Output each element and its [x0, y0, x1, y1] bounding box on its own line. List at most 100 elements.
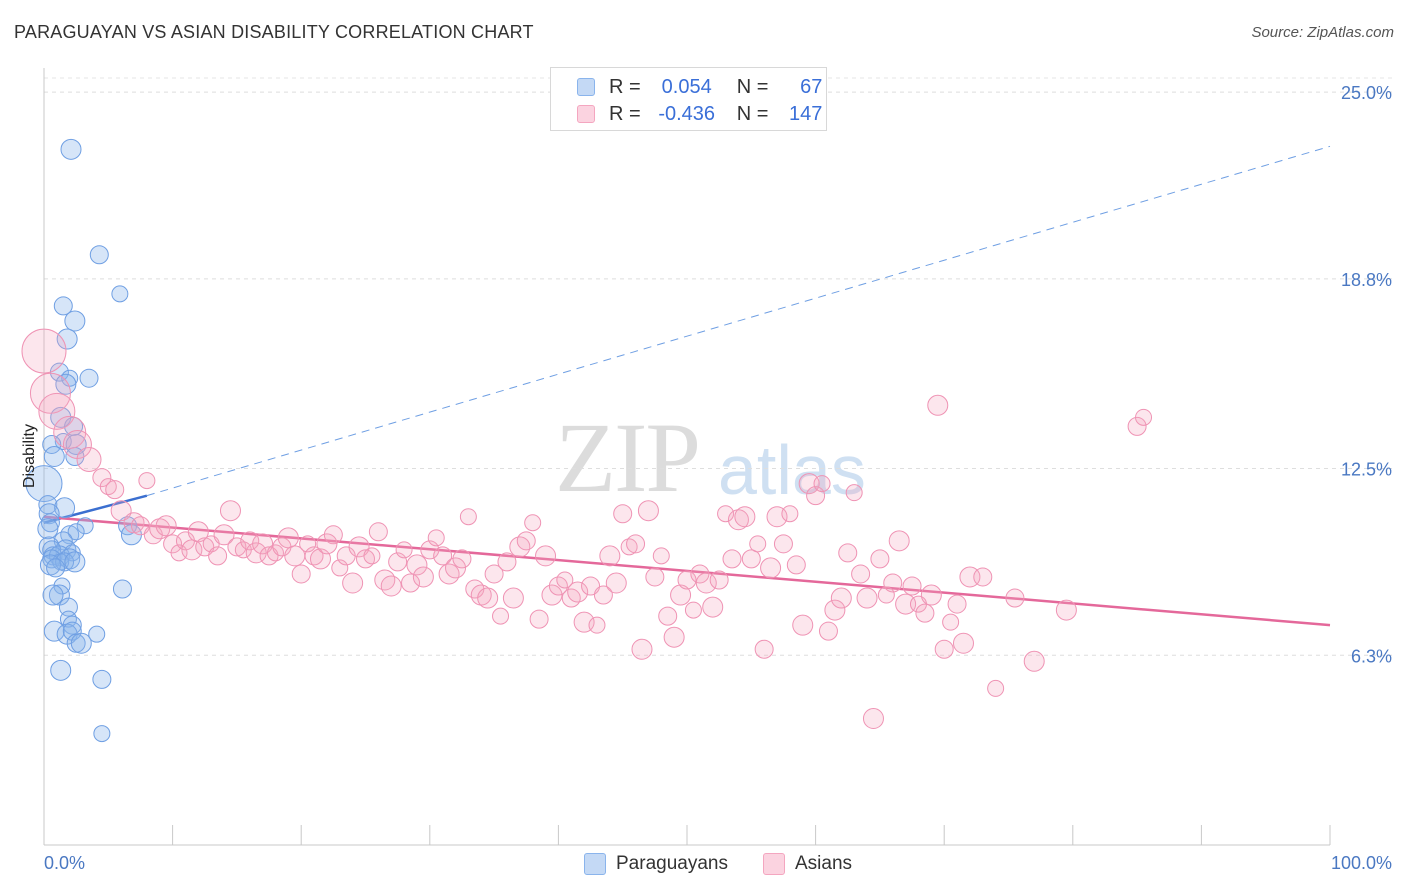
asian-point	[581, 576, 601, 596]
asian-point	[548, 576, 568, 596]
asian-point	[952, 632, 974, 654]
asian-point	[599, 545, 621, 567]
asian-point	[149, 518, 171, 540]
y-tick-label: 18.8%	[1341, 270, 1392, 290]
paraguayan-point	[88, 625, 106, 643]
asian-point	[934, 639, 954, 659]
asian-point	[331, 559, 349, 577]
bottom-legend-swatch-asians	[763, 853, 785, 875]
legend-row-asians: R = -0.436 N = 147	[577, 102, 822, 126]
asian-point	[824, 599, 846, 621]
asian-point	[781, 505, 799, 523]
y-axis-title: Disability	[21, 424, 38, 488]
asian-point	[155, 515, 177, 537]
asian-point	[593, 585, 613, 605]
asian-point	[830, 587, 852, 609]
paraguayan-point	[43, 620, 65, 642]
asian-point	[484, 564, 504, 584]
asian-point	[535, 545, 557, 567]
gridlines	[44, 77, 1392, 656]
asian-point	[749, 535, 767, 553]
asian-point	[445, 557, 467, 579]
asian-point	[927, 394, 949, 416]
asian-point	[883, 573, 903, 593]
asian-point	[316, 533, 338, 555]
asian-point	[652, 547, 670, 565]
asian-point	[702, 596, 724, 618]
asian-point	[1005, 588, 1025, 608]
asian-point	[663, 626, 685, 648]
asian-point	[670, 584, 692, 606]
asian-point	[374, 569, 396, 591]
asian-point	[497, 552, 517, 572]
y-tick-label: 12.5%	[1341, 460, 1392, 480]
asian-point	[613, 504, 633, 524]
asian-point	[798, 473, 820, 495]
asian-point	[727, 509, 749, 531]
asian-point	[658, 606, 678, 626]
asian-point	[856, 587, 878, 609]
legend-row-paraguayans: R = 0.054 N = 67	[577, 75, 822, 99]
paraguayan-point	[56, 328, 78, 350]
axes	[43, 68, 1331, 846]
bottom-legend-asians: Asians	[763, 851, 852, 877]
asian-point	[240, 531, 260, 551]
bottom-legend-label-asians: Asians	[795, 853, 853, 874]
asian-point	[620, 538, 638, 556]
legend-n-label: N =	[736, 75, 769, 98]
paraguayan-point	[37, 518, 59, 540]
paraguayan-point	[43, 446, 65, 467]
asian-point	[348, 536, 370, 558]
asian-point	[291, 564, 311, 584]
legend-r-value: -0.436	[658, 102, 716, 125]
legend-r-value: 0.054	[661, 75, 712, 98]
paraguayan-point	[58, 597, 78, 617]
legend-r-label: R =	[609, 102, 641, 125]
asian-point	[734, 506, 756, 528]
asian-point	[76, 447, 102, 473]
asian-point	[870, 549, 890, 569]
asian-point	[851, 564, 871, 584]
asian-point	[130, 516, 150, 536]
asian-point	[92, 468, 112, 488]
asian-point	[1127, 416, 1147, 436]
asian-point	[987, 679, 1005, 697]
asian-point	[427, 529, 445, 547]
correlation-legend: R = 0.054 N = 67 R = -0.436 N = 147	[550, 67, 827, 131]
data-points	[21, 138, 1153, 743]
paraguayan-point	[64, 551, 86, 573]
paraguayan-point	[79, 368, 99, 388]
asian-point	[684, 601, 702, 619]
asian-point	[541, 584, 563, 606]
asian-point	[645, 567, 665, 587]
asian-point	[877, 586, 895, 604]
asian-point	[452, 549, 472, 569]
asian-point	[690, 564, 710, 584]
watermark-zip: ZIP	[555, 402, 701, 513]
asian-point	[792, 614, 814, 636]
asian-point	[516, 531, 536, 551]
paraguayan-point	[112, 579, 132, 599]
asian-point	[138, 472, 156, 490]
asian-point	[477, 587, 499, 609]
asian-point	[110, 500, 132, 522]
asian-point	[401, 573, 421, 593]
asian-point	[838, 543, 858, 563]
asian-point	[561, 588, 581, 608]
paraguayan-point	[42, 584, 64, 606]
paraguayan-point	[92, 669, 112, 689]
asian-point	[920, 584, 942, 606]
paraguayan-point	[53, 577, 71, 595]
asian-point	[888, 530, 910, 552]
asian-point	[38, 392, 76, 430]
paraguayan-trend-extension	[146, 145, 1331, 497]
asian-point	[637, 500, 659, 522]
paraguayan-point	[62, 621, 82, 641]
legend-swatch-paraguayans	[577, 78, 595, 96]
asian-point	[342, 572, 364, 594]
asian-point	[406, 554, 428, 576]
paraguayan-point	[111, 285, 129, 303]
legend-r-label: R =	[609, 75, 641, 98]
asian-point	[412, 566, 434, 588]
